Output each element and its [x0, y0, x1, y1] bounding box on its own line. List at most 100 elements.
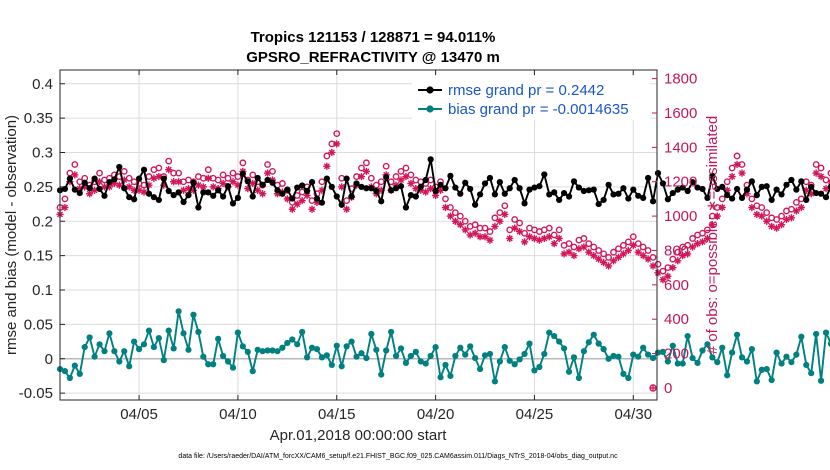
- asterisk-stroke: [289, 206, 296, 213]
- asterisk-stroke: [659, 276, 666, 283]
- possible-obs-point: [229, 169, 237, 177]
- rmse-point: [457, 190, 464, 197]
- y-left-tick-label: 0.25: [24, 179, 53, 196]
- bias-point: [615, 353, 622, 360]
- possible-obs-point: [471, 221, 479, 229]
- possible-obs-point: [224, 174, 232, 182]
- assimilated-obs-point: [649, 262, 657, 270]
- bias-point: [106, 330, 113, 337]
- assimilated-obs-point: [397, 176, 405, 184]
- asterisk-stroke: [556, 235, 563, 242]
- asterisk-stroke: [625, 247, 632, 254]
- assimilated-obs-point: [520, 238, 529, 246]
- bias-point: [827, 340, 830, 347]
- asterisk-stroke: [689, 244, 696, 251]
- bias-point: [210, 361, 217, 368]
- assimilated-obs-point: [580, 243, 588, 251]
- rmse-point: [738, 194, 746, 201]
- rmse-point: [798, 178, 805, 185]
- bias-point: [724, 372, 731, 379]
- bias-point: [417, 358, 424, 365]
- asterisk-stroke: [778, 221, 785, 228]
- bias-point: [219, 352, 227, 360]
- bias-point: [704, 341, 711, 348]
- bias-point: [358, 350, 365, 357]
- bias-point: [437, 374, 444, 381]
- x-tick-label: 04/15: [318, 406, 356, 423]
- assimilated-obs-point: [827, 178, 830, 185]
- possible-obs-point: [600, 250, 608, 258]
- rmse-point: [605, 181, 612, 188]
- rmse-point: [284, 186, 291, 193]
- rmse-point: [210, 192, 217, 199]
- asterisk-stroke: [506, 235, 513, 242]
- asterisk-stroke: [452, 218, 459, 225]
- bias-point: [249, 368, 256, 375]
- asterisk-stroke: [674, 257, 681, 264]
- possible-obs-point: [165, 157, 173, 165]
- y-right-tick-label: 1000: [664, 208, 697, 225]
- assimilated-obs-point: [501, 210, 509, 218]
- assimilated-obs-point: [644, 255, 652, 263]
- asterisk-stroke: [546, 233, 553, 240]
- rmse-point: [803, 196, 810, 204]
- bias-point: [640, 344, 647, 351]
- asterisk-stroke: [827, 178, 830, 182]
- rmse-point: [645, 174, 652, 182]
- asterisk-stroke: [338, 183, 345, 190]
- assimilated-obs-point: [343, 205, 351, 213]
- rmse-point: [649, 198, 657, 205]
- asterisk-stroke: [407, 180, 414, 187]
- assimilated-obs-point: [669, 264, 677, 272]
- assimilated-obs-point: [357, 172, 366, 181]
- legend-bias-text: bias grand pr = -0.0014635: [448, 101, 629, 118]
- bias-point: [378, 371, 385, 378]
- assimilated-obs-point: [703, 234, 712, 243]
- rmse-point: [145, 190, 153, 197]
- rmse-point: [788, 176, 795, 184]
- rmse-point: [71, 186, 78, 193]
- possible-obs-point: [377, 178, 385, 186]
- possible-obs-point: [318, 178, 326, 186]
- asterisk-stroke: [254, 187, 261, 194]
- possible-obs-point: [595, 247, 603, 254]
- bias-point: [733, 331, 741, 338]
- asterisk-stroke: [704, 235, 711, 242]
- bias-point: [556, 338, 563, 345]
- rmse-point: [249, 193, 256, 200]
- possible-obs-point: [481, 224, 489, 232]
- rmse-point: [704, 194, 711, 201]
- assimilated-obs-point: [293, 200, 301, 208]
- rmse-point: [521, 200, 528, 207]
- rmse-point: [501, 190, 508, 197]
- rmse-point: [304, 187, 311, 195]
- possible-obs-point: [442, 195, 449, 203]
- asterisk-stroke: [605, 262, 612, 269]
- asterisk-stroke: [813, 170, 820, 177]
- bias-point: [630, 351, 637, 358]
- bias-point: [600, 346, 607, 353]
- asterisk-stroke: [823, 185, 830, 192]
- asterisk-stroke: [61, 204, 68, 211]
- asterisk-stroke: [684, 250, 691, 257]
- legend-rmse-marker: [426, 86, 434, 94]
- y-left-tick-label: 0.4: [32, 76, 53, 93]
- plot-frame: [59, 69, 658, 401]
- asterisk-stroke: [155, 173, 162, 180]
- rmse-point: [244, 178, 251, 185]
- legend-rmse-text: rmse grand pr = 0.2442: [448, 82, 604, 99]
- rmse-point: [294, 184, 301, 191]
- bias-point: [813, 330, 820, 338]
- rmse-point: [259, 181, 266, 188]
- legend-bias-marker: [426, 105, 434, 113]
- asterisk-stroke: [71, 171, 78, 178]
- assimilated-obs-point: [461, 226, 469, 234]
- asterisk-stroke: [482, 233, 489, 240]
- bias-point: [407, 352, 414, 360]
- asterisk-stroke: [447, 213, 454, 220]
- y-left-tick-label: 0.3: [32, 145, 53, 162]
- asterisk-stroke: [600, 259, 607, 266]
- asterisk-stroke: [610, 257, 617, 264]
- rmse-point: [348, 193, 355, 200]
